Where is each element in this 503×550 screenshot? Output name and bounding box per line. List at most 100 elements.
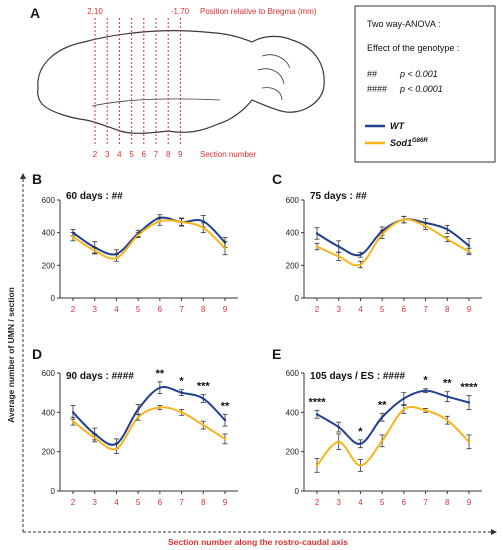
panel-e: E 105 days / ES : #### 0 200 400 600 2 3 4 5 6 7 8 9 *… <box>272 346 482 507</box>
data-point <box>402 397 406 400</box>
panel-title: 90 days : #### <box>66 371 134 382</box>
y-tick-label: 0 <box>51 487 56 496</box>
data-point <box>180 220 183 224</box>
data-point <box>158 406 162 409</box>
y-tick-label: 600 <box>42 196 56 205</box>
data-point <box>402 408 406 411</box>
data-point <box>380 439 384 443</box>
data-point <box>315 413 319 416</box>
section-number-6: 6 <box>142 150 147 159</box>
panel-c: C 75 days : ## 0 200 400 600 2 3 4 5 6 7 8 9 <box>272 171 482 314</box>
data-point <box>337 440 340 444</box>
data-point <box>402 218 406 221</box>
data-point <box>467 244 471 247</box>
legend-mutant-gene: Sod1 <box>390 138 412 148</box>
x-tick-label: 3 <box>92 498 97 507</box>
section-number-9: 9 <box>178 150 183 159</box>
series-line-mutant <box>72 406 226 451</box>
x-tick-label: 8 <box>201 498 206 507</box>
stats-symbol-2: #### <box>367 84 387 94</box>
data-point <box>136 408 140 411</box>
significance-stars: * <box>179 376 184 388</box>
x-tick-label: 2 <box>71 305 76 314</box>
panel-letter: C <box>272 171 282 187</box>
series-line-mutant <box>72 219 226 260</box>
y-tick-label: 200 <box>42 261 56 270</box>
data-point <box>467 250 471 253</box>
significance-stars: ** <box>443 378 452 390</box>
section-number-5: 5 <box>129 150 134 159</box>
y-tick-label: 0 <box>51 294 56 303</box>
data-point <box>380 416 384 419</box>
x-tick-label: 4 <box>114 305 119 314</box>
data-point <box>71 419 75 423</box>
legend-mutant-label: Sod1G86R <box>390 138 428 148</box>
significance-stars: ** <box>378 399 387 411</box>
y-tick-label: 400 <box>42 229 56 238</box>
x-tick-label: 4 <box>358 498 363 507</box>
section-number-8: 8 <box>166 150 171 159</box>
significance-stars: * <box>358 426 363 438</box>
significance-stars: **** <box>308 396 326 408</box>
section-number-3: 3 <box>105 150 110 159</box>
data-point <box>315 464 319 467</box>
x-tick-label: 6 <box>158 305 163 314</box>
significance-stars: ** <box>221 400 230 412</box>
panel-letter: B <box>32 171 42 187</box>
x-tick-label: 7 <box>423 305 428 314</box>
data-point <box>380 233 384 236</box>
bregma-caption: Position relative to Bregma (mm) <box>200 7 317 16</box>
series-line-wt <box>72 216 226 256</box>
significance-stars: *** <box>197 381 211 393</box>
data-point <box>446 395 449 398</box>
data-point <box>337 245 340 248</box>
stats-p-value-2: p < 0.0001 <box>399 84 443 94</box>
data-point <box>446 419 449 422</box>
data-point <box>223 246 227 250</box>
y-tick-label: 200 <box>42 448 56 457</box>
y-tick-label: 0 <box>295 487 300 496</box>
section-number-7: 7 <box>154 150 159 159</box>
panel-b: B 60 days : ## 0 200 400 600 2 3 4 5 6 7 8 9 <box>32 171 238 314</box>
x-tick-label: 6 <box>402 498 407 507</box>
y-axis-label: Average number of UMN / section <box>6 287 16 423</box>
x-tick-label: 2 <box>315 305 320 314</box>
data-point <box>93 249 96 252</box>
y-tick-label: 600 <box>286 196 300 205</box>
data-point <box>223 437 227 441</box>
data-point <box>158 386 162 389</box>
data-point <box>136 416 140 419</box>
data-point <box>467 440 471 444</box>
data-point <box>202 397 205 400</box>
x-tick-label: 2 <box>315 498 320 507</box>
panel-title: 60 days : ## <box>66 191 123 202</box>
data-point <box>202 423 205 427</box>
data-point <box>115 447 118 450</box>
series-line-wt <box>316 389 470 445</box>
x-tick-label: 3 <box>336 305 341 314</box>
stats-box: Two way-ANOVA : Effect of the genotype :… <box>354 5 496 163</box>
data-point <box>115 256 118 260</box>
data-point <box>359 464 362 467</box>
x-tick-label: 9 <box>467 305 472 314</box>
y-tick-label: 0 <box>295 294 300 303</box>
x-tick-label: 4 <box>358 305 363 314</box>
significance-stars: ** <box>156 368 165 380</box>
x-tick-label: 5 <box>136 498 141 507</box>
brain-sagittal-outline <box>37 30 325 134</box>
x-tick-label: 7 <box>423 498 428 507</box>
y-tick-label: 400 <box>286 229 300 238</box>
cerebellum-folia <box>257 54 291 101</box>
y-tick-label: 400 <box>286 408 300 417</box>
data-point <box>202 226 205 229</box>
data-point <box>446 228 449 231</box>
x-tick-label: 8 <box>445 305 450 314</box>
data-point <box>424 389 427 392</box>
x-tick-label: 9 <box>223 305 228 314</box>
data-point <box>359 263 362 266</box>
series-line-mutant <box>316 218 470 267</box>
significance-stars: * <box>423 375 428 387</box>
x-tick-label: 9 <box>467 498 472 507</box>
x-tick-label: 8 <box>445 498 450 507</box>
